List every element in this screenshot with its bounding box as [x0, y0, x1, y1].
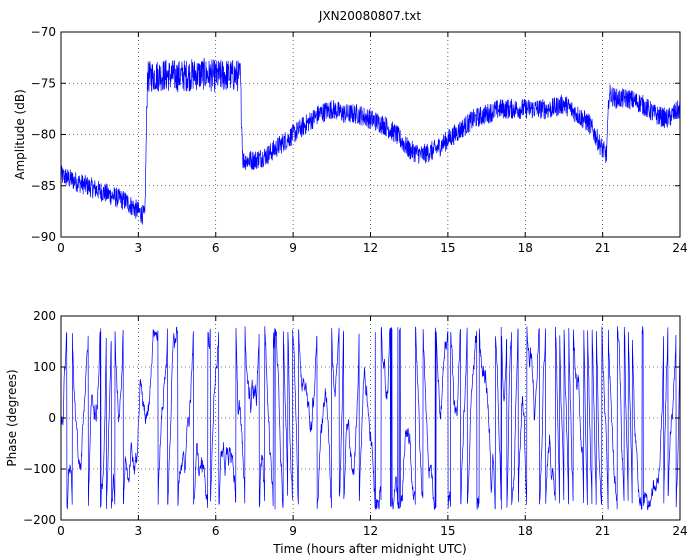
phase-x-tick-label: 0 — [57, 524, 65, 538]
amplitude-x-tick-label: 21 — [595, 241, 610, 255]
amplitude-axes: 0 3 6 9 12 15 18 21 24 −70 −75 −80 −85 −90 Amplitude … — [13, 25, 688, 255]
amplitude-x-tick-label: 0 — [57, 241, 65, 255]
phase-ticks: 0 3 6 9 12 15 18 21 24 200 100 0 −100 −200 — [23, 309, 688, 538]
amplitude-y-tick-label: −90 — [31, 230, 56, 244]
phase-x-tick-label: 18 — [518, 524, 533, 538]
amplitude-series-line — [61, 57, 680, 225]
phase-plot-area — [61, 316, 680, 520]
phase-x-tick-label: 3 — [135, 524, 143, 538]
phase-y-axis-label: Phase (degrees) — [5, 369, 19, 466]
amplitude-x-tick-label: 15 — [440, 241, 455, 255]
phase-y-tick-label: 100 — [33, 360, 56, 374]
phase-x-tick-label: 9 — [289, 524, 297, 538]
amplitude-x-tick-label: 12 — [363, 241, 378, 255]
amplitude-y-axis-label: Amplitude (dB) — [13, 89, 27, 180]
amplitude-x-tick-label: 3 — [135, 241, 143, 255]
amplitude-ticks: 0 3 6 9 12 15 18 21 24 −70 −75 −80 −85 −90 — [31, 25, 688, 255]
amplitude-x-tick-label: 9 — [289, 241, 297, 255]
amplitude-x-tick-label: 6 — [212, 241, 220, 255]
phase-x-tick-label: 24 — [672, 524, 687, 538]
phase-x-tick-label: 21 — [595, 524, 610, 538]
amplitude-y-tick-label: −85 — [31, 179, 56, 193]
phase-y-tick-label: −200 — [23, 513, 56, 527]
amplitude-y-tick-label: −70 — [31, 25, 56, 39]
amplitude-x-tick-label: 24 — [672, 241, 687, 255]
chart-title: JXN20080807.txt — [318, 9, 421, 23]
phase-x-axis-label: Time (hours after midnight UTC) — [272, 542, 466, 556]
phase-series-line — [61, 326, 680, 511]
phase-y-tick-label: −100 — [23, 462, 56, 476]
phase-y-tick-label: 0 — [48, 411, 56, 425]
phase-axes: 0 3 6 9 12 15 18 21 24 200 100 0 −100 −200 Phase (deg… — [5, 309, 688, 556]
phase-x-tick-label: 12 — [363, 524, 378, 538]
phase-y-tick-label: 200 — [33, 309, 56, 323]
phase-x-tick-label: 15 — [440, 524, 455, 538]
amplitude-y-tick-label: −75 — [31, 76, 56, 90]
amplitude-y-tick-label: −80 — [31, 128, 56, 142]
amplitude-x-tick-label: 18 — [518, 241, 533, 255]
phase-x-tick-label: 6 — [212, 524, 220, 538]
